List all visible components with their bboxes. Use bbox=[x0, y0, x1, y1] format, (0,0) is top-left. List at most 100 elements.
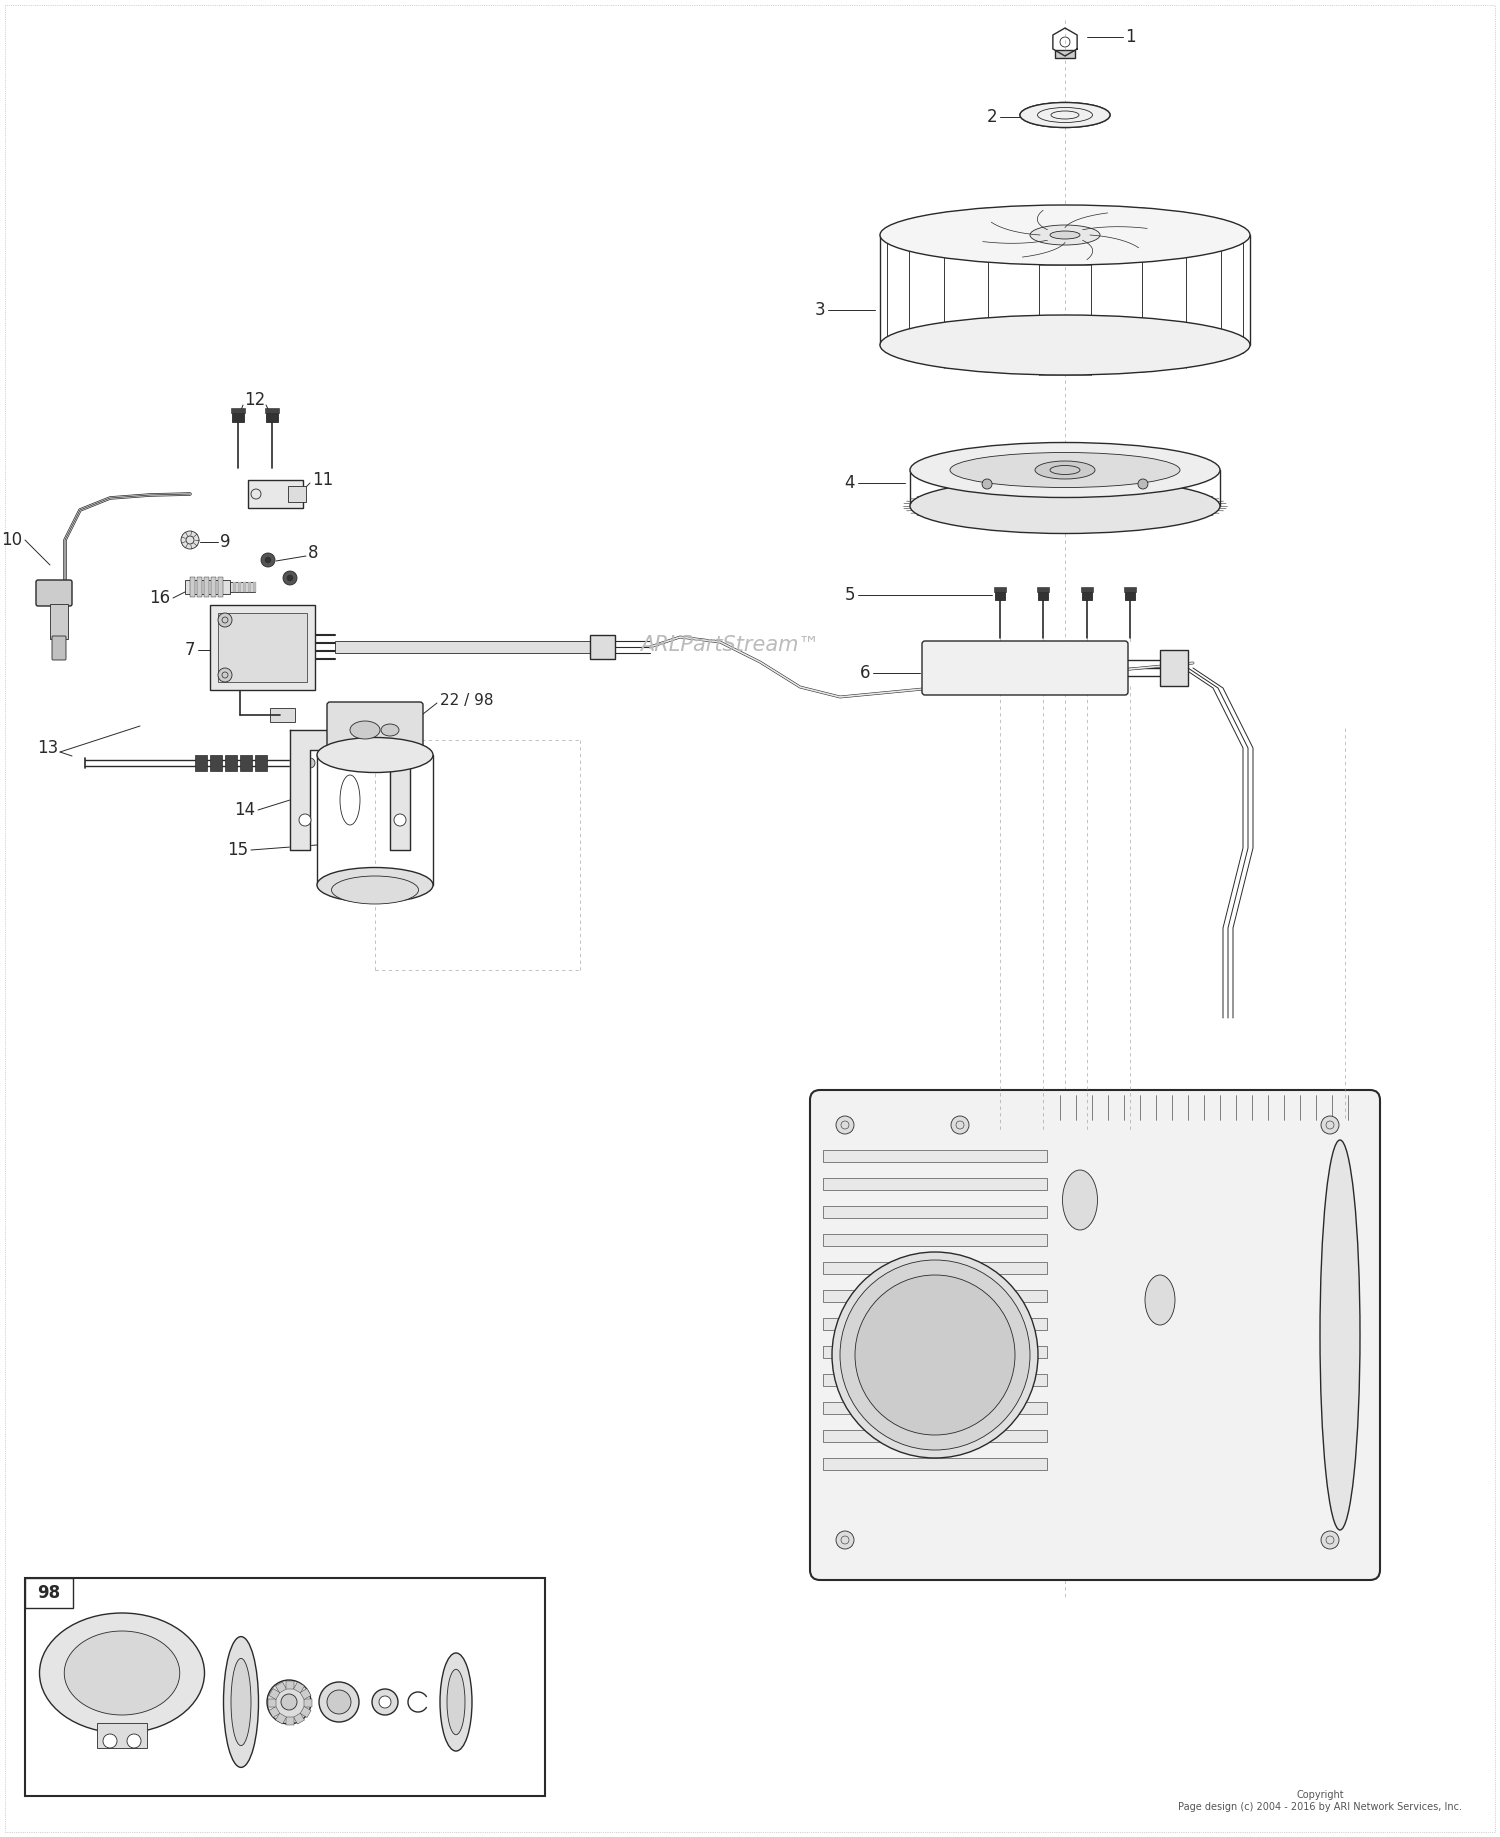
Bar bbox=[304, 1699, 312, 1707]
FancyBboxPatch shape bbox=[53, 636, 66, 659]
Ellipse shape bbox=[340, 775, 360, 825]
Circle shape bbox=[261, 553, 274, 568]
Bar bbox=[217, 614, 308, 682]
Bar bbox=[268, 1688, 280, 1699]
Bar bbox=[184, 580, 230, 593]
Circle shape bbox=[833, 1253, 1038, 1459]
Bar bbox=[824, 1429, 1047, 1442]
Text: 11: 11 bbox=[312, 470, 333, 489]
Ellipse shape bbox=[64, 1631, 180, 1716]
Bar bbox=[1082, 590, 1092, 601]
Bar bbox=[286, 1681, 294, 1688]
Text: 22 / 98: 22 / 98 bbox=[440, 693, 494, 707]
Bar bbox=[824, 1459, 1047, 1470]
Bar bbox=[195, 755, 207, 772]
Circle shape bbox=[104, 1734, 117, 1749]
Ellipse shape bbox=[316, 737, 434, 773]
Circle shape bbox=[217, 614, 232, 626]
FancyBboxPatch shape bbox=[922, 641, 1128, 694]
Bar bbox=[270, 707, 296, 722]
Bar bbox=[255, 755, 267, 772]
Bar bbox=[266, 408, 279, 413]
Bar bbox=[268, 1707, 280, 1718]
Bar bbox=[590, 636, 615, 659]
Bar bbox=[824, 1347, 1047, 1358]
Ellipse shape bbox=[1144, 1275, 1174, 1324]
Ellipse shape bbox=[224, 1637, 258, 1767]
Bar bbox=[268, 1699, 276, 1707]
Bar bbox=[225, 755, 237, 772]
Ellipse shape bbox=[910, 478, 1220, 533]
Bar bbox=[210, 755, 222, 772]
Text: 12: 12 bbox=[244, 391, 266, 410]
Bar bbox=[232, 582, 236, 592]
Ellipse shape bbox=[332, 876, 419, 904]
Circle shape bbox=[298, 814, 310, 827]
Bar bbox=[190, 577, 195, 597]
Circle shape bbox=[372, 1688, 398, 1716]
Ellipse shape bbox=[316, 867, 434, 902]
Circle shape bbox=[286, 575, 292, 580]
Circle shape bbox=[855, 1275, 1016, 1435]
Circle shape bbox=[327, 1690, 351, 1714]
Bar bbox=[248, 479, 303, 509]
Text: 10: 10 bbox=[2, 531, 22, 549]
Bar bbox=[824, 1150, 1047, 1163]
Text: 6: 6 bbox=[859, 663, 870, 682]
Circle shape bbox=[951, 1117, 969, 1133]
Ellipse shape bbox=[1062, 1170, 1098, 1231]
Circle shape bbox=[304, 759, 315, 768]
Bar bbox=[1038, 590, 1048, 601]
Text: 3: 3 bbox=[815, 301, 825, 320]
Ellipse shape bbox=[1035, 461, 1095, 479]
Bar bbox=[243, 582, 246, 592]
Text: 2: 2 bbox=[987, 108, 998, 127]
Circle shape bbox=[380, 1696, 392, 1708]
Bar bbox=[334, 641, 590, 652]
Circle shape bbox=[320, 1683, 358, 1721]
Bar bbox=[1124, 588, 1136, 592]
FancyBboxPatch shape bbox=[36, 580, 72, 606]
Ellipse shape bbox=[880, 206, 1250, 265]
FancyBboxPatch shape bbox=[810, 1089, 1380, 1580]
Ellipse shape bbox=[447, 1670, 465, 1734]
Bar bbox=[994, 588, 1006, 592]
Bar bbox=[248, 582, 250, 592]
Circle shape bbox=[1322, 1117, 1340, 1133]
Bar bbox=[276, 1714, 286, 1725]
Bar bbox=[824, 1402, 1047, 1414]
Ellipse shape bbox=[350, 720, 380, 738]
Circle shape bbox=[982, 479, 992, 489]
Circle shape bbox=[1322, 1530, 1340, 1549]
Circle shape bbox=[266, 557, 272, 562]
Bar bbox=[211, 577, 216, 597]
Ellipse shape bbox=[1020, 103, 1110, 127]
Bar bbox=[26, 1578, 544, 1797]
Bar bbox=[1125, 590, 1136, 601]
Ellipse shape bbox=[1030, 224, 1100, 244]
Bar bbox=[230, 582, 255, 592]
Bar bbox=[1054, 50, 1076, 59]
Text: 15: 15 bbox=[226, 841, 248, 860]
Bar bbox=[231, 408, 244, 413]
Bar bbox=[286, 1718, 294, 1725]
Ellipse shape bbox=[880, 314, 1250, 375]
Bar bbox=[1160, 650, 1188, 685]
Text: 98: 98 bbox=[38, 1583, 60, 1602]
Bar bbox=[294, 1714, 304, 1725]
Text: 1: 1 bbox=[1125, 28, 1136, 46]
Bar bbox=[300, 1707, 310, 1718]
Bar bbox=[824, 1178, 1047, 1190]
Bar bbox=[288, 487, 306, 502]
Circle shape bbox=[217, 669, 232, 682]
Bar bbox=[276, 1683, 286, 1694]
Text: 16: 16 bbox=[148, 590, 170, 606]
Ellipse shape bbox=[39, 1613, 204, 1732]
Text: 14: 14 bbox=[234, 801, 255, 819]
Circle shape bbox=[1138, 479, 1148, 489]
Text: 8: 8 bbox=[308, 544, 318, 562]
Text: ARLPartStream™: ARLPartStream™ bbox=[640, 636, 819, 656]
Bar bbox=[294, 1683, 304, 1694]
Circle shape bbox=[128, 1734, 141, 1749]
Ellipse shape bbox=[231, 1659, 251, 1745]
